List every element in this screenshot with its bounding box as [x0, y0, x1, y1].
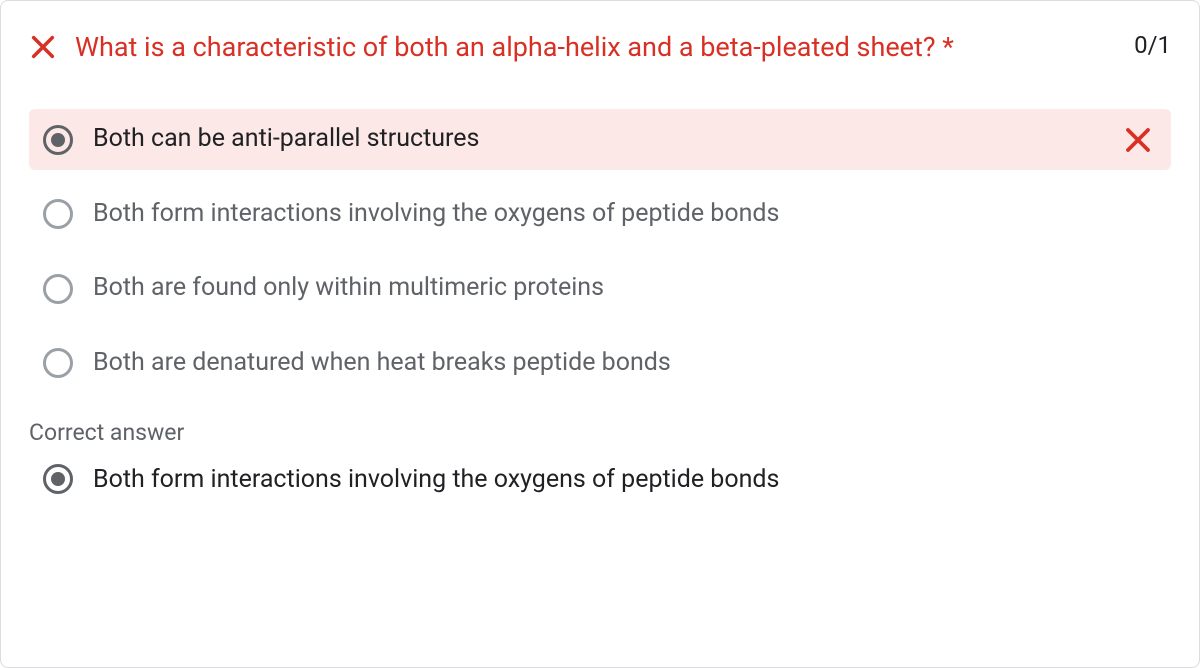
option-label: Both can be anti-parallel structures: [93, 123, 1103, 156]
option-row[interactable]: Both are found only within multimeric pr…: [29, 258, 1171, 319]
question-title: What is a characteristic of both an alph…: [75, 31, 936, 63]
option-row[interactable]: Both can be anti-parallel structures: [29, 109, 1171, 170]
radio-icon: [43, 274, 73, 304]
score-text: 0/1: [1134, 31, 1171, 59]
radio-icon: [43, 125, 73, 155]
options-list: Both can be anti-parallel structures Bot…: [29, 109, 1171, 393]
question-text: What is a characteristic of both an alph…: [75, 29, 1106, 65]
question-card: What is a characteristic of both an alph…: [0, 0, 1200, 668]
radio-icon: [43, 348, 73, 378]
option-label: Both form interactions involving the oxy…: [93, 198, 1153, 231]
correct-answer-row: Both form interactions involving the oxy…: [29, 464, 1171, 494]
option-label: Both are found only within multimeric pr…: [93, 272, 1153, 305]
required-asterisk: *: [942, 31, 954, 63]
correct-answer-heading: Correct answer: [29, 419, 1171, 446]
option-row[interactable]: Both form interactions involving the oxy…: [29, 184, 1171, 245]
x-icon: [29, 33, 57, 61]
option-row[interactable]: Both are denatured when heat breaks pept…: [29, 333, 1171, 394]
question-header: What is a characteristic of both an alph…: [29, 29, 1171, 65]
radio-icon: [43, 199, 73, 229]
option-label: Both are denatured when heat breaks pept…: [93, 347, 1153, 380]
correct-answer-label: Both form interactions involving the oxy…: [93, 465, 779, 494]
x-icon: [1123, 125, 1153, 155]
radio-icon: [43, 464, 73, 494]
